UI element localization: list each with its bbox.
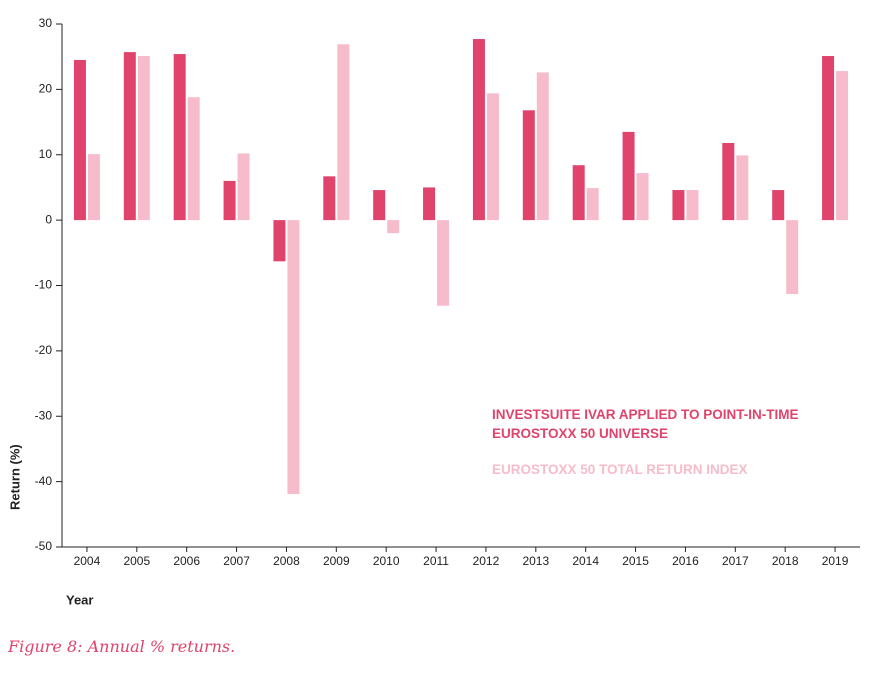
bar [786,220,799,294]
y-tick-label: -20 [35,343,53,357]
x-tick-label: 2015 [622,554,649,568]
bar [622,131,635,221]
bar [387,220,400,234]
x-tick-label: 2012 [473,554,500,568]
x-tick-label: 2006 [173,554,200,568]
y-tick-label: -50 [35,539,53,553]
bar [736,155,749,221]
y-tick-label: 10 [39,147,53,161]
bar [836,71,849,221]
x-tick-label: 2010 [373,554,400,568]
bar [472,39,485,221]
x-tick-label: 2008 [273,554,300,568]
legend-entry: INVESTSUITE IVAR APPLIED TO POINT-IN-TIM… [492,407,799,441]
y-tick-label: -40 [35,474,53,488]
bar [237,153,250,221]
bar [486,93,499,221]
bar [636,173,649,221]
bar [273,220,286,262]
bar [223,180,236,221]
bar [123,52,136,221]
x-tick-label: 2018 [772,554,799,568]
x-axis-label: Year [66,592,93,607]
y-tick-label: 30 [39,16,53,30]
bar [323,176,336,221]
x-tick-label: 2011 [423,554,449,568]
y-tick-label: 20 [39,82,53,96]
legend-entry: EUROSTOXX 50 TOTAL RETURN INDEX [492,462,748,477]
bar [822,56,835,221]
bar [187,97,200,221]
bar [137,56,150,221]
x-tick-label: 2016 [672,554,699,568]
caption: Figure 8: Annual % returns. [8,637,236,656]
y-axis-label: Return (%) [7,444,22,510]
x-tick-label: 2019 [822,554,849,568]
x-tick-label: 2017 [722,554,749,568]
x-tick-label: 2005 [123,554,150,568]
bar [287,220,300,495]
x-tick-label: 2004 [74,554,101,568]
bar [73,59,86,221]
bar [572,165,585,221]
bar [437,220,450,306]
bar [87,154,100,221]
bar [586,188,599,221]
bar [522,110,535,221]
x-tick-label: 2013 [522,554,549,568]
bar [536,72,549,221]
bar [772,190,785,221]
x-tick-label: 2009 [323,554,350,568]
x-tick-label: 2014 [572,554,599,568]
x-tick-label: 2007 [223,554,250,568]
bar [672,190,685,221]
y-tick-label: 0 [45,212,52,226]
bar [337,44,350,221]
bar [722,142,735,221]
bar [423,187,436,221]
bar [173,54,186,221]
bar [373,190,386,221]
y-tick-label: -30 [35,408,53,422]
bar [686,190,699,221]
y-tick-label: -10 [35,278,53,292]
